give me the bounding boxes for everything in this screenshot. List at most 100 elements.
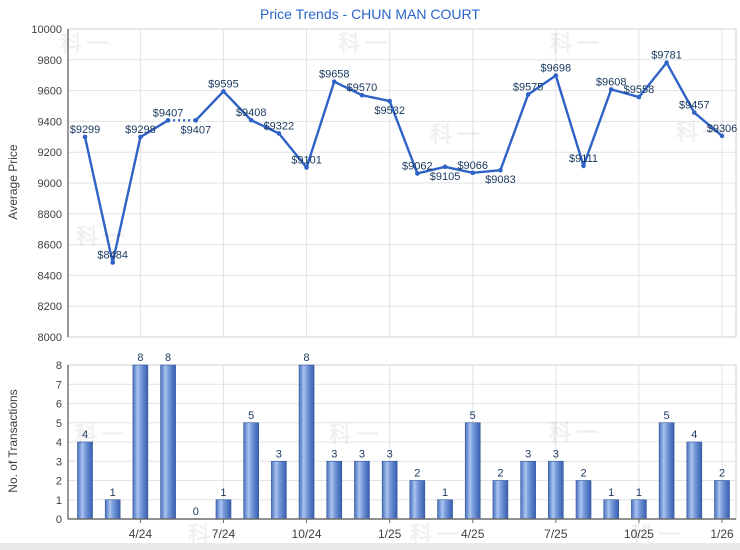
price-line-segment: [444, 165, 473, 175]
transactions-y-tick-label: 7: [56, 379, 62, 391]
price-point-marker: [470, 170, 476, 176]
price-line-segment: [554, 75, 585, 167]
price-y-tick-label: 9200: [38, 147, 62, 159]
price-point-marker: [498, 167, 503, 173]
x-tick-label: 1/25: [378, 527, 402, 541]
price-point-marker: [276, 131, 282, 136]
bar-value-label: 1: [442, 487, 448, 499]
x-tick-label: 1/26: [710, 527, 734, 541]
price-y-tick-label: 9600: [38, 86, 62, 98]
price-y-tick-label: 9000: [38, 178, 62, 190]
price-line-segment: [139, 119, 169, 139]
bar-value-label: 5: [248, 410, 254, 422]
price-point-label: $9066: [457, 160, 488, 172]
bar-value-label: 8: [137, 352, 143, 364]
price-y-tick-label: 8600: [38, 240, 62, 252]
price-line-segment: [305, 81, 336, 168]
bar-value-label: 3: [359, 448, 365, 460]
transaction-bar: [354, 460, 370, 520]
transactions-y-tick-label: 3: [56, 456, 62, 468]
price-point-marker: [165, 118, 171, 123]
price-point-label: $9111: [569, 153, 598, 165]
transaction-bar: [492, 480, 509, 520]
price-line-segment: [610, 88, 640, 99]
price-y-tick-label: 8000: [38, 332, 62, 344]
price-line-segment: [333, 80, 363, 97]
price-point-marker: [110, 260, 115, 265]
price-line-segment: [637, 61, 668, 98]
price-point-marker: [221, 89, 226, 94]
price-point-marker: [525, 92, 531, 97]
price-point-label: $9595: [208, 78, 239, 90]
bar-value-label: 3: [276, 448, 282, 460]
bar-value-label: 0: [193, 506, 199, 518]
price-point-label: $9781: [651, 50, 682, 62]
price-point-label: $9322: [264, 120, 295, 132]
x-tick-label: 10/25: [624, 527, 654, 541]
price-point-marker: [719, 133, 725, 139]
transaction-bar: [409, 480, 426, 520]
x-tick-label: 7/25: [544, 527, 568, 541]
price-point-label: $9570: [347, 82, 378, 94]
price-line-segment: [499, 94, 530, 171]
price-y-tick-label: 8200: [38, 301, 62, 313]
bar-value-label: 3: [331, 448, 337, 460]
chart-title: Price Trends - CHUN MAN COURT: [260, 6, 480, 22]
bar-value-label: 2: [580, 468, 586, 480]
transaction-bar: [77, 441, 93, 520]
transactions-y-tick-label: 0: [56, 514, 62, 526]
price-line-segment: [194, 90, 225, 122]
transactions-y-tick-label: 1: [56, 495, 62, 507]
price-point-label: $9083: [485, 174, 516, 186]
price-point-label: $9558: [624, 84, 655, 96]
price-point-marker: [442, 164, 448, 170]
price-y-tick-label: 8800: [38, 209, 62, 221]
price-point-label: $9407: [180, 124, 211, 136]
bar-value-label: 2: [719, 468, 725, 480]
transaction-bar: [575, 480, 592, 520]
bottom-strip: [0, 543, 740, 550]
price-point-label: $9407: [153, 107, 184, 119]
transaction-bar: [271, 460, 287, 520]
price-point-label: $9062: [402, 160, 433, 172]
x-tick-label: 4/25: [461, 527, 485, 541]
transaction-bar: [437, 499, 453, 520]
price-point-marker: [664, 60, 669, 66]
bar-value-label: 8: [165, 352, 171, 364]
transaction-bar: [714, 480, 730, 520]
price-point-marker: [692, 110, 697, 115]
price-line-segment: [111, 136, 142, 263]
price-y-tick-label: 9800: [38, 55, 62, 67]
bar-value-label: 2: [414, 468, 420, 480]
price-point-label: $9101: [291, 154, 322, 166]
transaction-bar: [686, 441, 703, 520]
price-y-tick-label: 9400: [38, 116, 62, 128]
bar-value-label: 3: [387, 448, 393, 460]
price-point-marker: [304, 165, 309, 170]
transaction-bar: [548, 460, 564, 520]
price-point-marker: [415, 171, 420, 176]
price-line-segment: [388, 100, 419, 174]
price-point-marker: [82, 134, 88, 140]
transaction-bar: [243, 422, 259, 520]
x-tick-label: 4/24: [129, 527, 153, 541]
price-point-marker: [359, 92, 365, 98]
price-point-label: $9105: [430, 171, 461, 183]
price-point-label: $9575: [513, 81, 544, 93]
price-point-marker: [608, 87, 614, 92]
transaction-bar: [658, 422, 675, 520]
price-line-segment: [527, 74, 557, 96]
bar-value-label: 4: [82, 429, 88, 441]
price-line-segment: [472, 169, 501, 175]
transaction-bar: [132, 364, 149, 520]
price-y-tick-label: 8400: [38, 270, 62, 282]
transaction-bar: [104, 499, 121, 520]
bar-value-label: 8: [304, 352, 310, 364]
price-point-label: $9532: [374, 105, 405, 117]
transactions-y-tick-label: 8: [56, 360, 62, 372]
price-line-segment: [222, 90, 253, 121]
price-line-segment: [277, 132, 308, 169]
price-point-marker: [331, 79, 337, 84]
transactions-y-tick-label: 6: [56, 399, 62, 411]
